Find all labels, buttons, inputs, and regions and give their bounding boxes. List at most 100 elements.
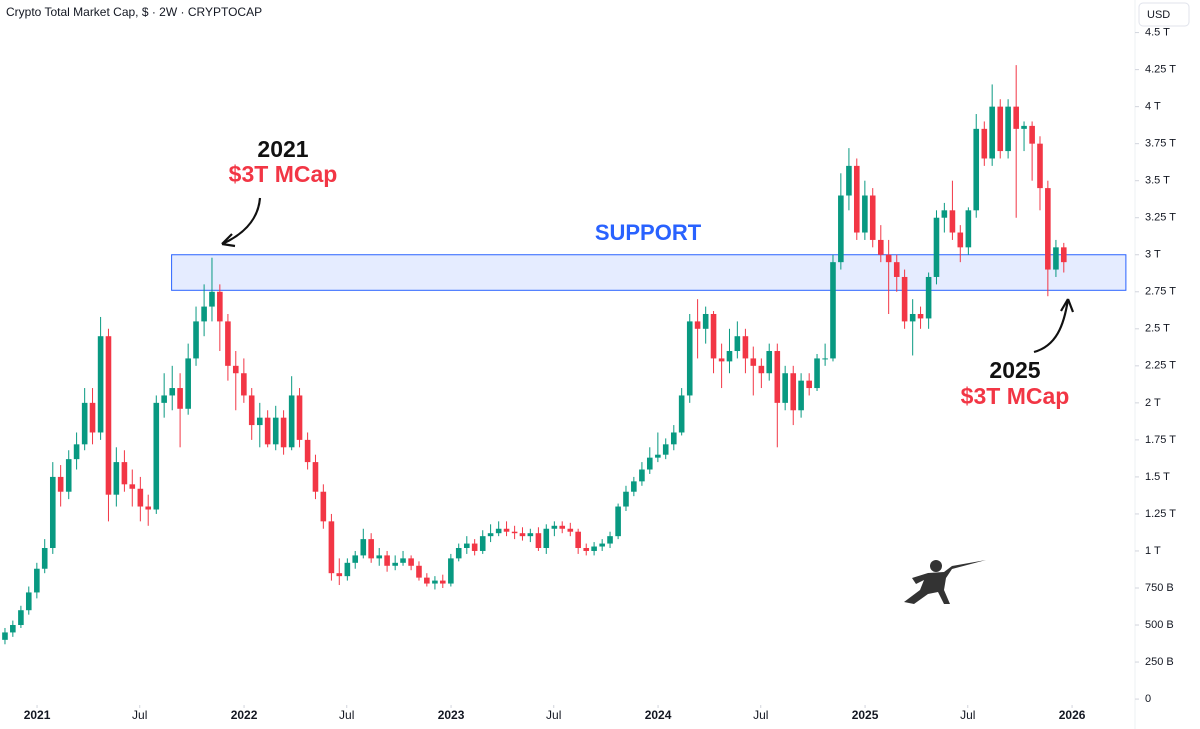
candle-body [121,462,128,485]
candle-body [113,462,120,495]
candle-body [949,210,956,233]
candle-body [129,484,136,489]
candle-body [248,395,255,426]
y-tick-label: 4.25 T [1145,64,1176,76]
currency-box[interactable] [1138,2,1190,27]
candle-body [185,358,191,409]
chart-title: Crypto Total Market Cap, $ · 2W · CRYPTO… [6,5,262,19]
x-tick-label: 2024 [645,708,672,722]
candle-body [639,469,645,482]
candle-body [1053,247,1059,270]
x-tick-label: Jul [960,708,975,722]
candle-body [344,562,351,577]
candle-body [18,610,24,626]
candle-body [288,395,295,448]
candle-body [201,306,207,322]
candle-body [400,558,406,563]
candle-body [280,417,287,448]
candle-body [503,528,510,532]
candle-body [304,439,311,463]
candle-body [615,506,621,537]
x-tick-label: Jul [753,708,768,722]
candle-body [885,254,892,263]
candle-body [432,580,438,584]
candle-body [73,444,80,460]
support-label: SUPPORT [595,220,702,245]
candle-body [662,444,669,455]
y-tick-label: 250 B [1145,656,1174,668]
candle-body [105,336,112,495]
annotation-text: $3T MCap [961,383,1070,409]
candle-body [718,358,725,362]
candle-body [798,380,804,411]
candle-body [424,577,430,584]
candle-body [352,555,359,563]
candle-body [678,395,685,433]
candle-body [838,195,844,263]
candle-body [853,165,860,233]
candle-body [973,128,980,211]
x-tick-label: 2025 [852,708,879,722]
candle-body [439,580,446,584]
candle-body [941,210,948,218]
candle-body [646,457,653,470]
x-tick-label: Jul [546,708,561,722]
candle-body [830,262,836,359]
candle-body [599,543,605,547]
candle-body [241,373,247,396]
candle-body [774,351,781,403]
candle-body [917,313,924,319]
candle-body [869,195,876,240]
candle-body [957,232,964,248]
candle-body [232,365,239,374]
candle-body [1029,125,1035,144]
candle-body [631,481,637,492]
candle-body [997,106,1004,152]
x-tick-label: 2023 [438,708,465,722]
y-tick-label: 3.25 T [1145,212,1176,224]
candle-body [1013,106,1019,129]
candle-body [57,476,64,492]
candle-body [448,558,454,584]
candle-body [511,531,518,534]
x-tick-label: Jul [339,708,354,722]
candle-body [328,521,335,574]
y-tick-label: 4.5 T [1145,26,1170,38]
candle-body [981,128,988,159]
candle-body [41,548,48,569]
candle-body [750,358,757,366]
candle-body [527,533,534,537]
y-tick-label: 1.25 T [1145,508,1176,520]
candle-body [217,291,223,322]
candle-body [320,491,327,522]
candle-body [97,336,104,433]
candle-body [81,402,88,445]
y-tick-label: 2.5 T [1145,323,1170,335]
candle-body [161,395,167,403]
candle-body [575,531,581,549]
candle-body [623,491,629,507]
candle-body [806,380,812,389]
candle-body [137,488,144,507]
arrow-head [221,233,236,248]
currency-label[interactable]: USD [1147,9,1170,21]
candle-body [2,632,8,640]
candle-body [925,276,932,319]
candle-body [694,321,701,329]
candle-body [901,276,908,322]
x-tick-label: 2021 [24,708,51,722]
candle-body [256,417,263,426]
candle-body [734,336,741,352]
candle-body [933,217,940,277]
candle-body [153,402,160,510]
candle-body [519,533,526,537]
candle-body [376,555,383,559]
arrow-head [1060,298,1075,313]
candle-body [822,358,828,360]
candle-body [145,506,152,510]
candle-body [225,321,231,366]
x-tick-label: 2022 [231,708,258,722]
annotation-year: 2021 [257,136,308,162]
candle-body [989,106,995,159]
